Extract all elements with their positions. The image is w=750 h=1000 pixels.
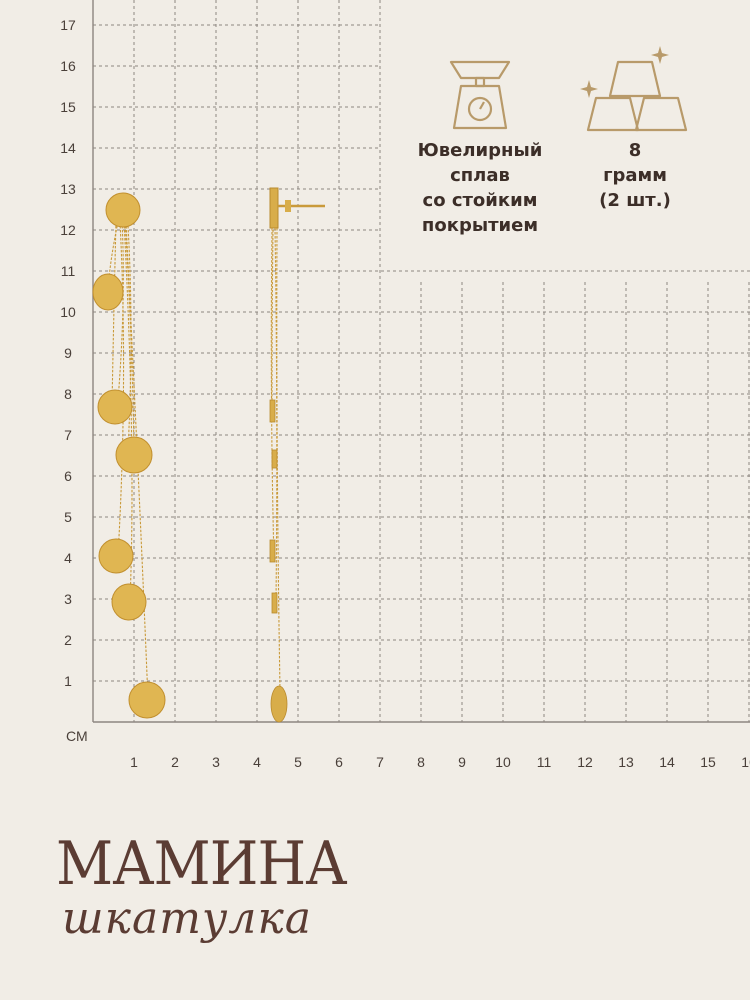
x-tick-label: 11 (537, 754, 552, 770)
material-feature: Ювелирный сплав со стойким покрытием (395, 138, 565, 238)
earring-right-image (269, 187, 325, 723)
material-line-1: Ювелирный (417, 140, 543, 161)
y-tick-label: 7 (64, 427, 72, 443)
y-tick-label: 9 (64, 345, 72, 361)
y-tick-label: 10 (60, 304, 76, 320)
x-tick-label: 7 (376, 754, 384, 770)
y-tick-label: 17 (60, 17, 76, 33)
earring-left-image (92, 192, 166, 719)
y-tick-label: 2 (64, 632, 72, 648)
y-tick-label: 3 (64, 591, 72, 607)
x-tick-label: 1 (130, 754, 138, 770)
y-tick-label: 5 (64, 509, 72, 525)
scale-icon (449, 60, 511, 130)
x-tick-label: 2 (171, 754, 179, 770)
x-tick-label: 13 (618, 754, 634, 770)
x-tick-label: 15 (700, 754, 716, 770)
y-tick-label: 6 (64, 468, 72, 484)
y-tick-label: 15 (60, 99, 76, 115)
gold-bars-icon (580, 46, 688, 132)
x-tick-label: 6 (335, 754, 343, 770)
x-tick-label: 12 (577, 754, 593, 770)
y-tick-label: 14 (60, 140, 76, 156)
x-tick-label: 9 (458, 754, 466, 770)
x-tick-label: 10 (495, 754, 511, 770)
brand-subtitle: шкатулка (62, 893, 312, 944)
y-tick-label: 4 (64, 550, 72, 566)
material-line-4: покрытием (421, 215, 539, 236)
unit-label: СМ (66, 728, 88, 744)
measurement-grid (93, 0, 750, 722)
brand-name: МАМИНА (56, 829, 347, 899)
x-tick-label: 8 (417, 754, 425, 770)
x-tick-label: 5 (294, 754, 302, 770)
ruler-axes (92, 0, 750, 723)
x-tick-label: 4 (253, 754, 261, 770)
x-tick-label: 14 (659, 754, 675, 770)
weight-line-3: (2 шт.) (599, 190, 671, 211)
x-tick-label: 16 (741, 754, 750, 770)
material-line-3: со стойким (422, 190, 538, 211)
x-tick-label: 3 (212, 754, 220, 770)
y-tick-label: 13 (60, 181, 76, 197)
y-tick-label: 8 (64, 386, 72, 402)
material-line-2: сплав (450, 165, 510, 186)
y-tick-label: 12 (60, 222, 76, 238)
weight-feature: 8 грамм (2 шт.) (570, 138, 700, 213)
weight-line-2: грамм (603, 165, 667, 186)
weight-line-1: 8 (628, 140, 642, 161)
y-tick-label: 16 (60, 58, 76, 74)
y-tick-label: 11 (61, 263, 76, 279)
y-tick-label: 1 (64, 673, 72, 689)
brand-logo: МАМИНА шкатулка (56, 832, 368, 944)
